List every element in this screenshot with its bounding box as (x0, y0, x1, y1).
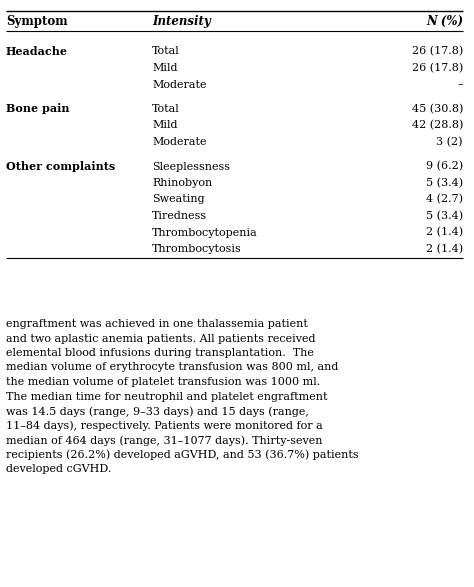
Text: Total: Total (152, 104, 180, 114)
Text: Bone pain: Bone pain (6, 103, 70, 114)
Text: developed cGVHD.: developed cGVHD. (6, 464, 111, 474)
Text: Tiredness: Tiredness (152, 211, 207, 221)
Text: 2 (1.4): 2 (1.4) (426, 227, 463, 238)
Text: and two aplastic anemia patients. All patients received: and two aplastic anemia patients. All pa… (6, 333, 316, 343)
Text: 11–84 days), respectively. Patients were monitored for a: 11–84 days), respectively. Patients were… (6, 420, 323, 431)
Text: median of 464 days (range, 31–1077 days). Thirty-seven: median of 464 days (range, 31–1077 days)… (6, 435, 322, 446)
Text: Symptom: Symptom (6, 15, 68, 28)
Text: –: – (457, 79, 463, 89)
Text: 5 (3.4): 5 (3.4) (426, 211, 463, 221)
Text: 9 (6.2): 9 (6.2) (426, 161, 463, 171)
Text: Sweating: Sweating (152, 194, 205, 204)
Text: median volume of erythrocyte transfusion was 800 ml, and: median volume of erythrocyte transfusion… (6, 363, 338, 373)
Text: Intensity: Intensity (152, 15, 211, 28)
Text: Moderate: Moderate (152, 137, 207, 147)
Text: Rhinobyon: Rhinobyon (152, 178, 212, 188)
Text: 45 (30.8): 45 (30.8) (411, 104, 463, 114)
Text: Mild: Mild (152, 120, 177, 130)
Text: elemental blood infusions during transplantation.  The: elemental blood infusions during transpl… (6, 348, 314, 358)
Text: The median time for neutrophil and platelet engraftment: The median time for neutrophil and plate… (6, 392, 328, 402)
Text: Headache: Headache (6, 46, 68, 57)
Text: Moderate: Moderate (152, 79, 207, 89)
Text: N (%): N (%) (426, 15, 463, 28)
Text: 26 (17.8): 26 (17.8) (412, 63, 463, 73)
Text: 3 (2): 3 (2) (437, 137, 463, 147)
Text: recipients (26.2%) developed aGVHD, and 53 (36.7%) patients: recipients (26.2%) developed aGVHD, and … (6, 450, 359, 460)
Text: 26 (17.8): 26 (17.8) (412, 46, 463, 57)
Text: 4 (2.7): 4 (2.7) (426, 194, 463, 205)
Text: was 14.5 days (range, 9–33 days) and 15 days (range,: was 14.5 days (range, 9–33 days) and 15 … (6, 406, 309, 417)
Text: Mild: Mild (152, 63, 177, 73)
Text: 5 (3.4): 5 (3.4) (426, 178, 463, 188)
Text: engraftment was achieved in one thalassemia patient: engraftment was achieved in one thalasse… (6, 319, 308, 329)
Text: Other complaints: Other complaints (6, 161, 115, 172)
Text: Thrombocytosis: Thrombocytosis (152, 244, 242, 254)
Text: Total: Total (152, 46, 180, 56)
Text: Sleeplessness: Sleeplessness (152, 161, 230, 171)
Text: the median volume of platelet transfusion was 1000 ml.: the median volume of platelet transfusio… (6, 377, 320, 387)
Text: Thrombocytopenia: Thrombocytopenia (152, 228, 258, 238)
Text: 42 (28.8): 42 (28.8) (411, 120, 463, 131)
Text: 2 (1.4): 2 (1.4) (426, 244, 463, 254)
